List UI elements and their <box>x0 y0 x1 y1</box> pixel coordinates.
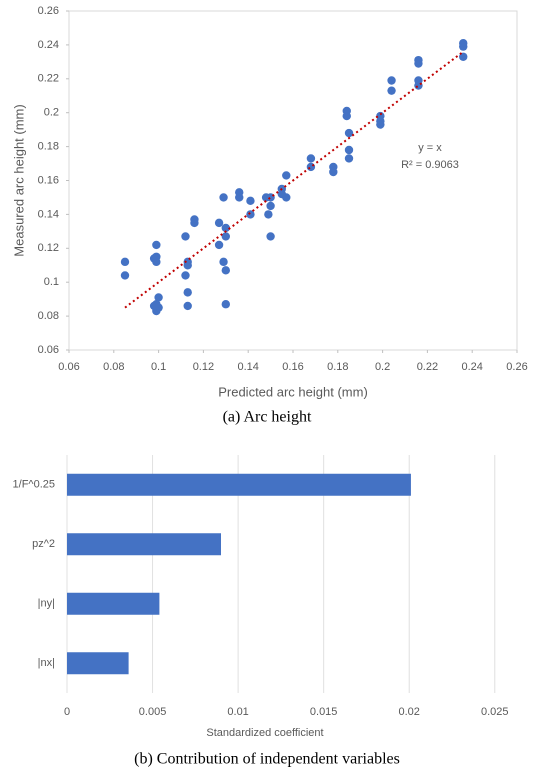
caption: (b) Contribution of independent variable… <box>134 751 400 768</box>
x-tick-label: 0.18 <box>327 361 348 373</box>
bar <box>67 652 129 675</box>
x-tick-label: 0.2 <box>375 361 390 373</box>
point <box>414 81 423 90</box>
point <box>221 266 230 275</box>
point <box>246 210 255 219</box>
y-tick-label: pz^2 <box>32 538 55 550</box>
bar <box>67 592 160 615</box>
point <box>376 120 385 129</box>
point <box>183 288 192 297</box>
x-tick-label: 0.005 <box>139 706 167 718</box>
x-tick-label: 0.06 <box>58 361 79 373</box>
point <box>306 162 316 172</box>
x-tick-label: 0.24 <box>461 361 482 373</box>
x-tick-label: 0.025 <box>481 706 509 718</box>
point <box>152 257 161 267</box>
point <box>214 240 224 250</box>
bar <box>67 533 221 556</box>
point <box>387 76 396 85</box>
point <box>266 201 275 211</box>
y-tick-label: 0.24 <box>38 39 59 51</box>
y-tick-label: 0.18 <box>38 141 59 153</box>
caption: (a) Arc height <box>223 409 312 426</box>
point <box>120 257 130 267</box>
point <box>344 145 354 155</box>
x-tick-label: 0.015 <box>310 706 338 718</box>
point <box>459 42 468 51</box>
point <box>221 232 230 241</box>
point <box>342 111 351 121</box>
point <box>282 171 291 180</box>
point <box>344 154 354 163</box>
x-tick-label: 0.26 <box>506 361 527 373</box>
x-tick-label: 0 <box>64 706 70 718</box>
point <box>214 218 224 228</box>
y-tick-label: 0.22 <box>38 73 59 85</box>
y-tick-label: |nx| <box>38 657 55 669</box>
point <box>282 193 291 202</box>
point <box>459 52 468 61</box>
point <box>414 59 423 68</box>
x-tick-label: 0.08 <box>103 361 124 373</box>
y-tick-label: 0.1 <box>44 276 59 288</box>
point <box>329 167 338 177</box>
x-axis-title: Standardized coefficient <box>206 727 323 739</box>
y-tick-label: 1/F^0.25 <box>13 479 55 491</box>
point <box>181 271 190 280</box>
y-tick-label: 0.16 <box>38 174 59 186</box>
x-tick-label: 0.14 <box>237 361 258 373</box>
point <box>183 261 192 270</box>
y-tick-label: 0.08 <box>38 310 59 322</box>
annotation: R² = 0.9063 <box>401 159 459 171</box>
y-axis-title: Measured arc height (mm) <box>11 104 26 256</box>
point <box>152 240 161 250</box>
y-tick-label: 0.26 <box>38 5 59 17</box>
x-tick-label: 0.16 <box>282 361 303 373</box>
x-tick-label: 0.12 <box>193 361 214 373</box>
bar <box>67 473 411 496</box>
point <box>219 193 228 202</box>
y-tick-label: |ny| <box>38 598 55 610</box>
x-tick-label: 0.1 <box>151 361 166 373</box>
point <box>221 300 230 309</box>
point <box>120 271 130 280</box>
point <box>183 301 192 311</box>
point <box>181 232 190 241</box>
y-tick-label: 0.2 <box>44 107 59 119</box>
x-axis-title: Predicted arc height (mm) <box>218 384 368 399</box>
point <box>266 232 275 241</box>
point <box>264 210 273 219</box>
annotation: y = x <box>418 142 442 154</box>
x-tick-label: 0.01 <box>227 706 248 718</box>
point <box>306 154 316 163</box>
y-tick-label: 0.06 <box>38 344 59 356</box>
x-tick-label: 0.22 <box>417 361 438 373</box>
point <box>149 301 159 311</box>
x-tick-label: 0.02 <box>399 706 420 718</box>
point <box>246 196 255 206</box>
y-tick-label: 0.14 <box>38 208 59 220</box>
y-tick-label: 0.12 <box>38 242 59 254</box>
point <box>235 193 244 202</box>
point <box>154 293 163 302</box>
point <box>344 128 354 138</box>
trendline <box>124 50 464 309</box>
point <box>190 218 199 228</box>
point <box>221 223 230 233</box>
point <box>387 86 396 95</box>
point <box>219 257 228 267</box>
